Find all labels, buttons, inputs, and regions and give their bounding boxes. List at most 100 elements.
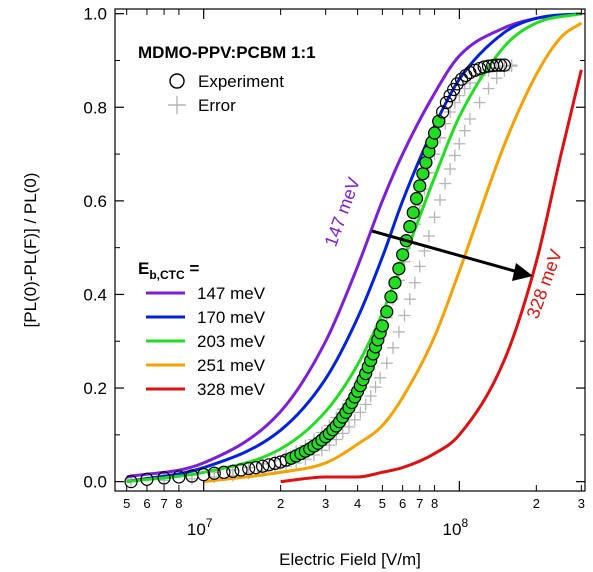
experiment-point [388,276,402,290]
experiment-point [409,191,424,206]
error-point [458,124,471,137]
error-point [490,72,503,85]
series-line-4 [280,69,583,484]
experiment-point [427,126,442,140]
y-tick-label: 0.6 [83,192,107,211]
error-point [369,381,382,394]
series-line-0 [126,12,582,479]
x-minor-tick-label: 5 [379,496,386,511]
error-point [444,163,457,176]
experiment-point [419,155,433,170]
error-point [448,149,461,162]
eb-heading-equals: = [185,259,200,278]
experiment-point [406,205,420,220]
experiment-markers [124,58,511,489]
trend-arrowhead [512,263,533,281]
experiment-point [403,220,417,234]
legend: MDMO-PPV:PCBM 1:1 Experiment Error Eb,CT… [138,43,316,399]
legend-experiment-label: Experiment [198,72,284,91]
experiment-point [494,58,508,72]
x-minor-tick-label: 8 [175,496,182,511]
eb-heading-main: E [138,259,149,278]
error-point [330,433,343,446]
experiment-point [157,471,171,485]
x-major-tick-label: 107 [187,516,213,539]
x-minor-tick-label: 6 [143,496,150,511]
x-major-tick-exponent: 8 [461,516,468,530]
plot-frame [114,8,586,492]
y-tick-label: 0.0 [83,473,107,492]
experiment-point [172,470,186,484]
series-legend-label: 328 meV [197,380,266,399]
experiment-point [375,319,389,333]
x-major-tick-exponent: 7 [206,516,213,530]
experiment-point [124,475,138,489]
error-point [413,260,426,273]
x-minor-tick-label: 8 [431,496,438,511]
x-major-tick-label: 108 [443,516,469,539]
series-legend-label: 170 meV [197,308,266,327]
error-point [434,193,447,206]
y-tick-label: 1.0 [83,5,107,24]
x-minor-tick-label: 6 [399,496,406,511]
experiment-point [413,179,427,193]
error-point [403,293,416,306]
experiment-point [249,461,263,475]
experiment-point [396,248,410,262]
error-point [364,390,377,403]
y-axis-label: [PL(0)-PL(F)] / PL(0) [21,173,40,328]
eb-heading: Eb,CTC = [138,259,199,282]
series-legend-label: 251 meV [197,356,266,375]
experiment-point [477,60,491,74]
legend-error-marker [168,96,186,114]
series-legend: 147 meV 170 meV 203 meV 251 meV 328 meV [146,284,266,399]
experiment-point [226,464,240,478]
experiment-point [217,465,231,479]
x-minor-tick-label: 3 [578,496,585,511]
error-point [354,406,367,419]
legend-error-label: Error [198,96,236,115]
error-point [439,177,452,190]
experiment-point [255,459,270,473]
experiment-point [436,105,450,119]
x-minor-tick-label: 4 [354,496,361,511]
series-line-3 [203,21,583,484]
series-legend-label: 147 meV [197,284,266,303]
x-major-tick-base: 10 [187,520,206,539]
experiment-point [497,58,511,72]
error-point [463,112,476,125]
y-tick-label: 0.2 [83,379,107,398]
error-point [359,398,372,411]
legend-experiment-marker [169,73,185,89]
experiment-point [384,290,398,304]
error-point [398,309,411,322]
experiment-point [242,461,256,476]
experiment-point [454,72,469,86]
experiment-point [392,262,406,276]
experiment-point [197,468,211,482]
experiment-point [416,167,430,181]
error-point [422,229,435,242]
experiment-point [207,466,221,480]
error-point [348,413,361,426]
y-tick-label: 0.8 [83,98,107,117]
eb-heading-subscript: b,CTC [149,268,185,282]
annotation-147: 147 meV [321,175,364,250]
y-tick-label: 0.4 [83,285,107,304]
x-minor-tick-label: 2 [277,496,284,511]
error-point [374,371,387,384]
experiment-point [234,463,248,477]
x-minor-tick-label: 7 [416,496,423,511]
experiment-point [450,77,464,91]
error-point [342,420,355,433]
series-line-1 [126,12,582,484]
sample-label: MDMO-PPV:PCBM 1:1 [138,43,316,62]
x-minor-tick-label: 5 [123,496,130,511]
trend-arrow [371,229,519,274]
x-minor-tick-label: 3 [322,496,329,511]
x-minor-tick-label: 7 [160,496,167,511]
error-point [490,61,503,74]
error-point [380,357,393,370]
